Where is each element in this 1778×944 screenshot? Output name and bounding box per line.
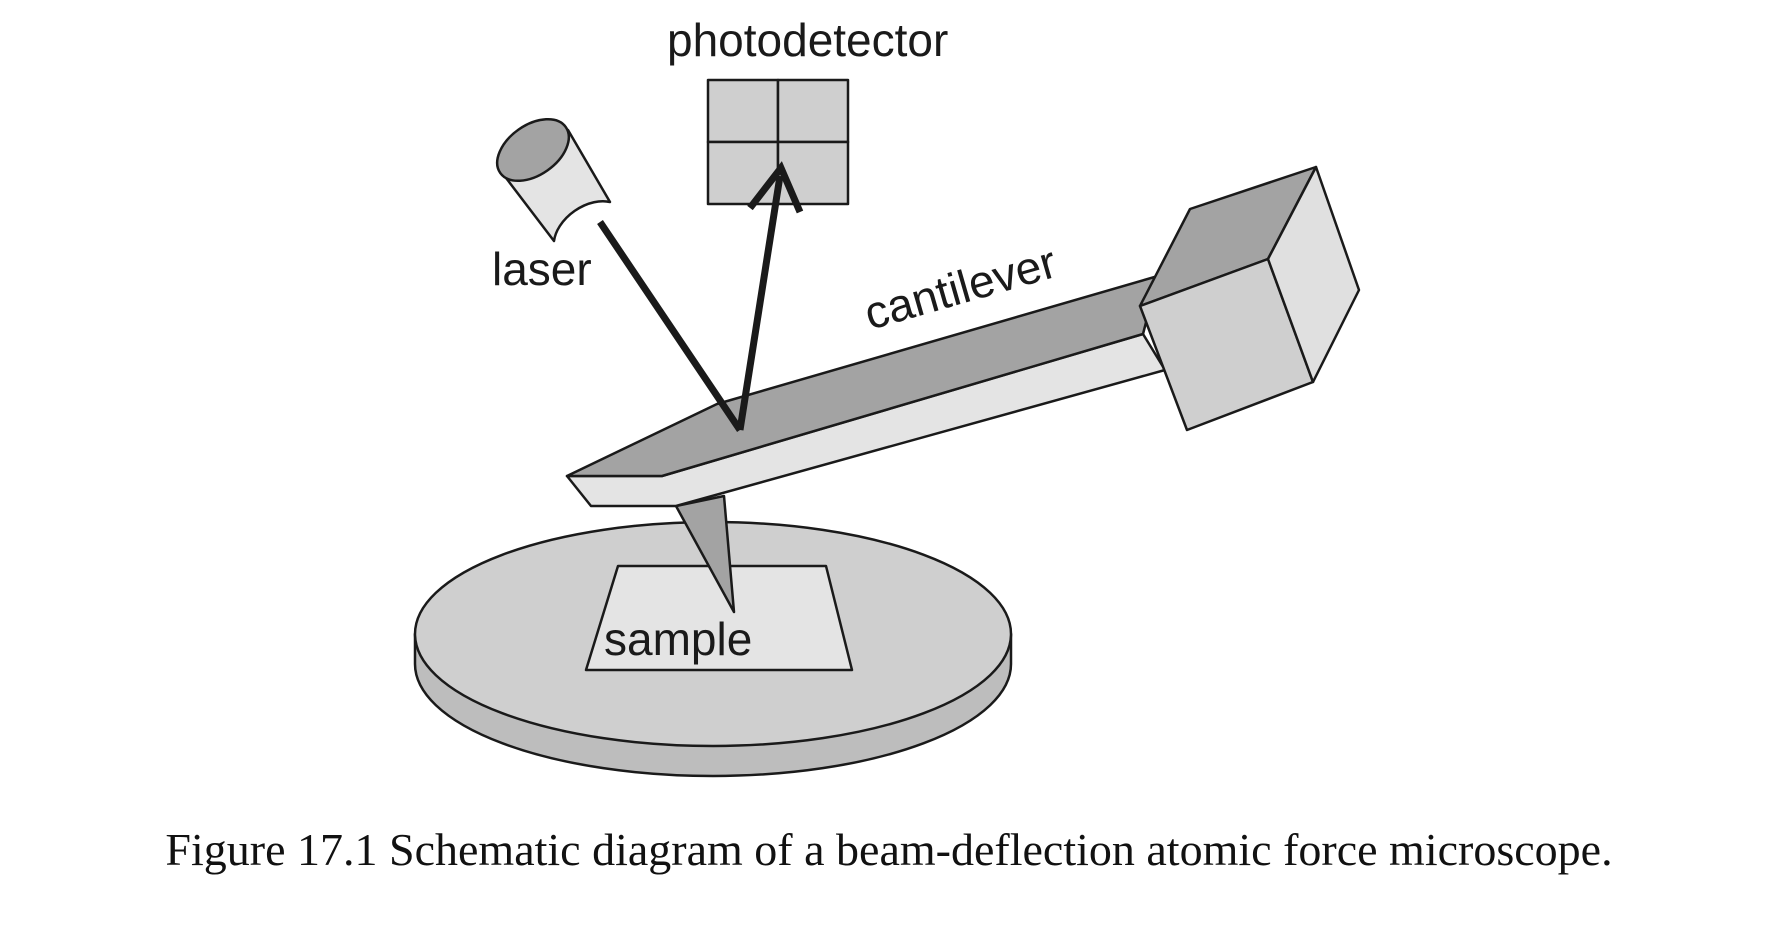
photodetector-label: photodetector: [667, 14, 948, 66]
figure-caption: Figure 17.1 Schematic diagram of a beam-…: [165, 824, 1613, 875]
reflected-beam-arrowhead: [747, 161, 804, 214]
laser-label: laser: [492, 243, 592, 295]
sample-plate: [584, 564, 854, 672]
incident-laser-beam: [597, 220, 743, 432]
photodetector-quadrant-tl: [706, 78, 780, 144]
photodetector-icon: [706, 78, 850, 206]
photodetector-quadrant-bl: [706, 140, 780, 206]
laser-icon: [495, 117, 612, 243]
cantilever-beam: [565, 274, 1167, 508]
photodetector-quadrant-br: [776, 140, 850, 206]
cantilever-base-block: [1138, 165, 1361, 432]
cantilever-tip: [674, 494, 736, 614]
laser-aperture: [495, 117, 571, 183]
photodetector-quadrant-tr: [776, 78, 850, 144]
block-side-face: [1266, 165, 1361, 384]
reflected-laser-beam: [736, 175, 784, 431]
sample-label: sample: [604, 613, 752, 665]
